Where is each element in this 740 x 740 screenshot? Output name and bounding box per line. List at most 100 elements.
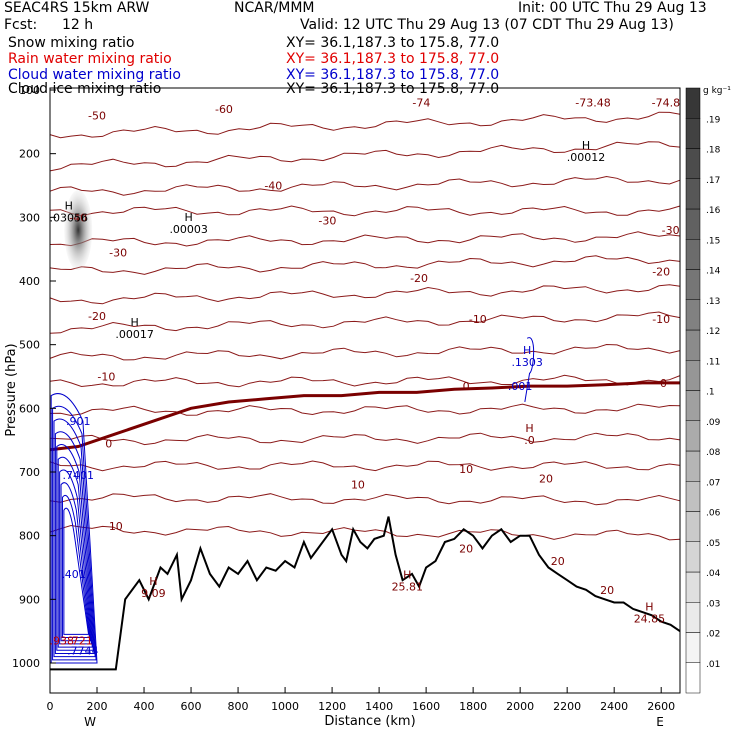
colorbar-tick-label: .16 [706,206,721,216]
cloud-water-contour [60,482,91,642]
x-tick-label: 1400 [365,700,393,713]
colorbar-cell [685,390,701,421]
colorbar-cell [685,571,701,603]
temperature-label: -20 [88,310,106,323]
extremum-value: .03056 [50,211,89,224]
extremum-value: .00017 [115,328,154,341]
colorbar-cell [685,360,701,391]
temperature-label: -30 [662,224,680,237]
colorbar-tick-label: .01 [706,660,720,670]
x-tick-label: 1000 [271,700,299,713]
x-tick-label: 600 [181,700,202,713]
extremum-value: .00012 [567,151,606,164]
field-xy-cloud: XY= 36.1,187.3 to 175.8, 77.0 [286,67,500,83]
plot-frame [49,87,681,694]
colorbar-cell [685,632,701,663]
isotherm-line [49,343,681,361]
colorbar-tick-label: .1 [706,388,715,398]
temperature-label: -40 [69,211,87,224]
temperature-label: -10 [652,313,670,326]
temperature-label: -20 [410,272,428,285]
temperature-label: -40 [264,180,282,193]
valid-time: Valid: 12 UTC Thu 29 Aug 13 (07 CDT Thu … [300,17,674,33]
extremum-value: .7401 [62,469,94,482]
cloud-water-contour [524,337,535,403]
extremum-value: .0 [524,434,535,447]
temperature-label: -60 [215,103,233,116]
model-name: SEAC4RS 15km ARW [4,0,150,16]
extremum-value: .001 [508,380,533,393]
temperature-label: -50 [88,109,106,122]
extremum-mark: H [403,569,411,582]
colorbar-cell [685,541,701,573]
temperature-label: 10 [351,479,365,492]
extremum-value: .7744 [67,644,99,657]
isotherm-line [49,403,681,417]
y-axis-label: Pressure (hPa) [4,343,19,436]
field-xy-ice: XY= 36.1,187.3 to 175.8, 77.0 [286,81,500,97]
colorbar-tick-label: .18 [706,146,721,156]
extremum-value: .401 [61,568,86,581]
temperature-label: -74.8 [652,97,680,110]
colorbar-tick-label: .17 [706,176,720,186]
extremum-mark: H [523,344,531,357]
colorbar-cell [685,208,701,240]
temperature-label: -74 [412,97,430,110]
colorbar-cell [685,148,701,179]
colorbar: .01 .02 .03 .04 .05 .06 .07 .08 .09 .1 .11 .12 .13 .1… [685,87,721,694]
y-tick-label: 900 [19,593,40,606]
x-tick-label: 2200 [553,700,581,713]
extremum-value: 25.81 [392,581,424,594]
colorbar-cell [685,662,701,694]
colorbar-tick-label: .08 [706,448,721,458]
temperature-label: -30 [109,246,127,259]
x-axis-ticks: 0 200 400 600 800 1000 1200 1400 1600 1800 2000 220… [47,687,675,713]
temperature-label: 20 [600,584,614,597]
fcst-value: 12 h [62,17,94,33]
extremum-mark: H [645,600,653,613]
cloud-water-contour [59,469,92,645]
y-tick-label: 300 [19,211,40,224]
isotherm-line [49,460,681,472]
cloud-water-contour [61,494,91,639]
colorbar-tick-label: .12 [706,327,720,337]
extremum-value: 24.85 [634,612,666,625]
y-tick-label: 400 [19,275,40,288]
cloud-water-contour [53,418,96,658]
colorbar-cell [685,87,701,119]
colorbar-tick-label: .19 [706,115,721,125]
colorbar-cell [685,269,701,300]
colorbar-tick-label: .05 [706,539,720,549]
isotherm-line [49,524,681,541]
isotherm-line [49,432,681,446]
isotherm-line [49,231,681,247]
colorbar-cell [685,118,701,149]
colorbar-cell [685,420,701,452]
colorbar-cell [685,329,701,361]
y-tick-label: 100 [19,84,40,97]
y-tick-label: 800 [19,530,40,543]
x-tick-label: 2000 [506,700,534,713]
isotherm-line [49,374,681,388]
temperature-label: 0 [105,437,112,450]
extremum-mark: H [525,422,533,435]
temperature-label: 10 [109,520,123,533]
x-tick-label: 400 [134,700,155,713]
init-time: Init: 00 UTC Thu 29 Aug 13 [518,0,707,16]
isotherm-line [49,141,681,172]
isotherm-line [49,311,681,334]
snow-mixing-shading [64,190,93,271]
y-axis-ticks: 100 200 300 400 500 600 700 800 900 1000 [12,84,56,670]
colorbar-cell [685,239,701,270]
temperature-label: 0 [463,380,470,393]
cloud-water-contour [63,507,90,635]
colorbar-tick-label: .03 [706,599,720,609]
y-tick-label: 1000 [12,657,40,670]
isotherm-line [49,255,681,275]
isotherm-lines [49,111,681,541]
y-tick-label: 600 [19,402,40,415]
colorbar-tick-label: .07 [706,478,720,488]
colorbar-tick-label: .09 [706,418,721,428]
temperature-label: -20 [652,265,670,278]
x-axis-label: Distance (km) [324,714,415,729]
